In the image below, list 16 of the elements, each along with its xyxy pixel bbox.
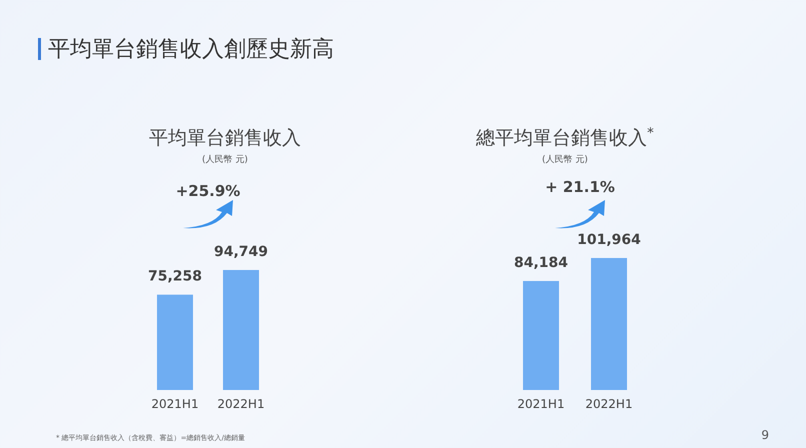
data-label: 84,184 bbox=[514, 255, 568, 272]
data-label: 75,258 bbox=[148, 268, 202, 285]
text: 9 bbox=[761, 428, 769, 442]
x-tick-label: 2021H1 bbox=[151, 397, 199, 411]
x-tick-label: 2022H1 bbox=[217, 397, 265, 411]
chart-title: 總平均單台銷售收入$^{*}$ bbox=[475, 126, 654, 149]
chart-subtitle: (人民幣 元) bbox=[542, 154, 588, 165]
chart-subtitle: (人民幣 元) bbox=[202, 154, 248, 165]
x-tick-label: 2021H1 bbox=[517, 397, 565, 411]
text: + 21.1% bbox=[545, 178, 615, 196]
text: +25.9% bbox=[176, 182, 240, 200]
chart-title: 平均單台銷售收入 bbox=[149, 127, 301, 149]
data-label: 94,749 bbox=[214, 244, 268, 260]
data-label: 101,964 bbox=[577, 232, 642, 248]
x-tick-label: 2022H1 bbox=[585, 397, 633, 411]
text: 平均單台銷售收入創歷史新高 bbox=[48, 37, 334, 62]
